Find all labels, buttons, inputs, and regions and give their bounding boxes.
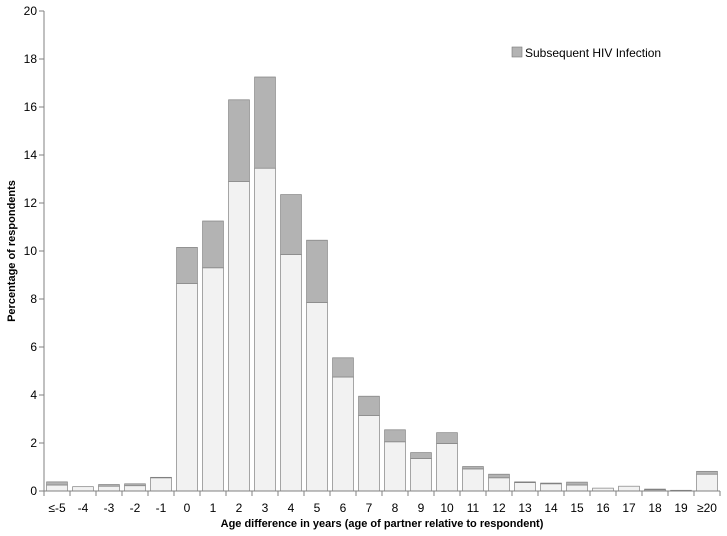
y-tick-labels: 0 2 4 6 8 10 12 14 16 18 20 <box>24 4 38 498</box>
bar-segment-base-11 <box>332 376 354 492</box>
x-tick-label: 3 <box>262 501 269 515</box>
y-tick-label: 20 <box>24 4 38 18</box>
x-tick-label: 0 <box>184 501 191 515</box>
bar-segment-hiv-11 <box>332 357 354 378</box>
y-tick-label: 10 <box>24 244 38 258</box>
y-axis-title: Percentage of respondents <box>6 180 18 322</box>
x-tick-label: -1 <box>156 501 167 515</box>
bar-segment-base-12 <box>358 415 380 492</box>
x-tick-label: -2 <box>130 501 141 515</box>
x-tick-label: 10 <box>440 501 454 515</box>
x-axis-title: Age difference in years (age of partner … <box>221 518 544 530</box>
y-tick-label: 4 <box>30 388 37 402</box>
x-tick-label: 13 <box>518 501 532 515</box>
x-tick-label: 19 <box>674 501 688 515</box>
bar-segment-base-8 <box>254 167 276 492</box>
x-tick-label: ≥20 <box>697 501 717 515</box>
bar-segment-hiv-20 <box>566 481 588 486</box>
bar-segment-hiv-25 <box>696 470 718 475</box>
x-tick-label: 18 <box>648 501 662 515</box>
x-tick-label: 7 <box>366 501 373 515</box>
y-tick-label: 12 <box>24 196 38 210</box>
x-tick-label: 16 <box>596 501 610 515</box>
y-tick-label: 0 <box>30 484 37 498</box>
bar-segment-base-2 <box>98 485 120 492</box>
bars-group <box>46 76 718 492</box>
bar-segment-hiv-4 <box>150 476 172 479</box>
bar-segment-base-10 <box>306 302 328 492</box>
x-tick-label: 1 <box>210 501 217 515</box>
y-tick-label: 14 <box>24 148 38 162</box>
bar-segment-hiv-23 <box>644 488 666 491</box>
bar-segment-base-13 <box>384 441 406 492</box>
bar-segment-base-5 <box>176 283 198 492</box>
x-tick-label: 9 <box>418 501 425 515</box>
x-tick-label: 4 <box>288 501 295 515</box>
bar-segment-hiv-5 <box>176 247 198 284</box>
x-tick-label: 14 <box>544 501 558 515</box>
x-tick-label: 11 <box>467 501 480 515</box>
bar-segment-base-16 <box>462 468 484 492</box>
bar-segment-base-17 <box>488 477 510 492</box>
bar-segment-hiv-6 <box>202 220 224 269</box>
bar-segment-base-9 <box>280 254 302 492</box>
bar-segment-base-19 <box>540 483 562 492</box>
bar-segment-base-22 <box>618 485 640 492</box>
x-tick-label: 17 <box>622 501 636 515</box>
x-tick-label: 2 <box>236 501 243 515</box>
bar-segment-base-7 <box>228 181 250 492</box>
y-tick-label: 8 <box>30 292 37 306</box>
y-tick-label: 18 <box>24 52 38 66</box>
bar-segment-hiv-8 <box>254 76 276 169</box>
y-tick-label: 16 <box>24 100 38 114</box>
bar-segment-hiv-16 <box>462 466 484 470</box>
bar-segment-hiv-14 <box>410 452 432 459</box>
x-tick-label: 12 <box>492 501 506 515</box>
bar-segment-base-15 <box>436 443 458 492</box>
x-tick-label: -3 <box>104 501 115 515</box>
bar-segment-base-1 <box>72 486 94 492</box>
bar-segment-hiv-17 <box>488 473 510 479</box>
legend-label-hiv: Subsequent HIV Infection <box>525 46 661 60</box>
bar-segment-hiv-18 <box>514 481 536 483</box>
x-tick-label: 6 <box>340 501 347 515</box>
x-tick-label: -4 <box>78 501 89 515</box>
bar-segment-hiv-3 <box>124 483 146 487</box>
bar-segment-hiv-7 <box>228 99 250 182</box>
bar-segment-base-0 <box>46 484 68 492</box>
bar-segment-hiv-9 <box>280 194 302 255</box>
bar-segment-hiv-12 <box>358 395 380 416</box>
bar-segment-base-3 <box>124 485 146 492</box>
bar-segment-hiv-2 <box>98 484 120 487</box>
x-tick-label: 5 <box>314 501 321 515</box>
x-tick-label: ≤-5 <box>48 501 66 515</box>
bar-segment-base-20 <box>566 484 588 492</box>
legend-swatch-hiv <box>511 46 523 58</box>
bar-segment-hiv-19 <box>540 482 562 485</box>
y-tick-label: 6 <box>30 340 37 354</box>
axes-group <box>39 10 721 496</box>
x-tick-label: 15 <box>570 501 584 515</box>
bar-segment-hiv-15 <box>436 432 458 444</box>
y-tick-label: 2 <box>30 436 37 450</box>
bar-segment-base-6 <box>202 267 224 492</box>
bar-segment-hiv-0 <box>46 481 68 486</box>
bar-segment-base-25 <box>696 473 718 492</box>
bar-segment-hiv-10 <box>306 239 328 303</box>
bar-segment-base-18 <box>514 482 536 492</box>
x-tick-labels: ≤-5 -4 -3 -2 -1 0 1 2 3 4 5 6 7 8 9 10 11 12 13 14 15 16 17 18 1… <box>48 501 717 515</box>
bar-segment-base-14 <box>410 458 432 492</box>
legend: Subsequent HIV Infection <box>511 46 661 60</box>
bar-segment-base-4 <box>150 477 172 492</box>
x-tick-label: 8 <box>392 501 399 515</box>
bar-segment-hiv-13 <box>384 429 406 443</box>
